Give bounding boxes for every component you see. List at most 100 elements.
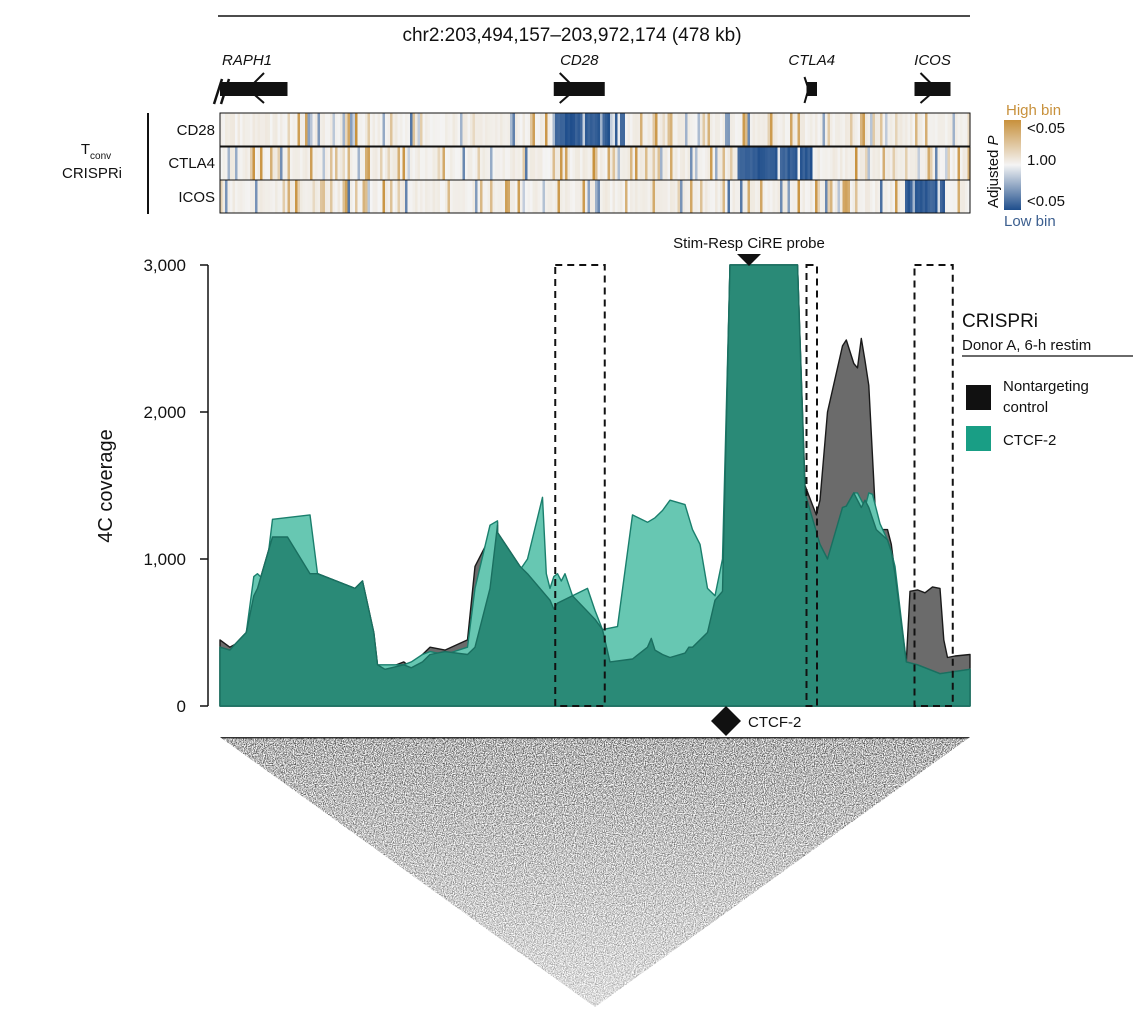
heatmap-cell [567,180,571,213]
heatmap-cell [492,147,496,180]
heatmap-cell [860,113,864,146]
heatmap-cell [532,113,536,146]
heatmap-cell [575,113,579,146]
heatmap-cell [762,147,766,180]
heatmap-cell [282,113,286,146]
heatmap-cell [942,147,946,180]
heatmap-cell [275,113,279,146]
heatmap-cell [872,147,876,180]
heatmap-cell [920,113,924,146]
heatmap-cell [587,113,591,146]
heatmap-cell [690,147,694,180]
heatmap-cell [785,113,789,146]
heatmap-cell [377,147,381,180]
heatmap-cell [482,113,486,146]
heatmap-cell [570,147,574,180]
heatmap-cell [825,113,829,146]
heatmap-cell [550,147,554,180]
heatmap-cell [575,147,579,180]
heatmap-cell [457,180,461,213]
heatmap-cell [255,180,259,213]
y-tick-label: 2,000 [143,403,186,422]
heatmap-cell [247,180,251,213]
heatmap-cell [275,180,279,213]
heatmap-cell [882,180,886,213]
heatmap-cell [860,180,864,213]
heatmap-cell [635,147,639,180]
heatmap-cell [832,147,836,180]
heatmap-cell [850,147,854,180]
heatmap-cell [767,113,771,146]
heatmap-cell [235,113,239,146]
heatmap-cell [257,180,261,213]
heatmap-cell [497,113,501,146]
heatmap-cell [590,180,594,213]
heatmap-cell [802,147,806,180]
heatmap-cell [522,180,526,213]
heatmap-cell [397,113,401,146]
heatmap-cell [327,147,331,180]
heatmap-cell [840,147,844,180]
heatmap-cell [442,113,446,146]
heatmap-cell [380,147,384,180]
heatmap-cell [520,113,524,146]
heatmap-cell [830,113,834,146]
heatmap-cell [420,113,424,146]
heatmap-cell [827,180,831,213]
heatmap-cell [505,147,509,180]
gene-label-icos: ICOS [914,52,951,69]
heatmap-cell [300,180,304,213]
heatmap-cell [295,180,299,213]
heatmap-cell [390,147,394,180]
heatmap-cell [662,113,666,146]
heatmap-cell [345,113,349,146]
colorbar-tick-top: <0.05 [1027,120,1065,137]
heatmap-cell [472,113,476,146]
heatmap-cell [745,180,749,213]
heatmap-cell [550,113,554,146]
heatmap-cell [380,180,384,213]
heatmap-cell [512,180,516,213]
heatmap-cell [367,180,371,213]
heatmap-cell [665,147,669,180]
gene-label-cd28: CD28 [560,52,599,69]
heatmap-cell [350,113,354,146]
highlight-box-2 [805,264,818,707]
heatmap-cell [742,180,746,213]
heatmap-cell [680,113,684,146]
heatmap-cell [917,180,921,213]
heatmap-cell [550,180,554,213]
heatmap-cell [670,180,674,213]
heatmap-cell [257,113,261,146]
heatmap-cell [540,147,544,180]
heatmap-cell [667,180,671,213]
heatmap-cell [695,113,699,146]
heatmap-cell [377,180,381,213]
heatmap-cell [957,180,961,213]
heatmap-cell [327,113,331,146]
heatmap-cell [492,180,496,213]
heatmap-cell [430,113,434,146]
heatmap-cell [795,180,799,213]
heatmap-cell [665,113,669,146]
heatmap-cell [597,113,601,146]
heatmap-cell [607,147,611,180]
heatmap-cell [330,180,334,213]
heatmap-cell [610,180,614,213]
heatmap-cell [655,180,659,213]
heatmap-cell [405,113,409,146]
heatmap-cell [497,180,501,213]
gene-strand-arrow-cd28 [559,72,578,104]
heatmap-cell [512,147,516,180]
heatmap-cell [727,147,731,180]
heatmap-cell [912,147,916,180]
heatmap-cell [965,180,969,213]
heatmap-cell [312,113,316,146]
heatmap-cell [295,113,299,146]
legend-label-nontargeting-2: control [1003,399,1048,416]
gene-track: RAPH1 CD28 CTLA4 ICOS [220,52,951,104]
heatmap-cell [302,113,306,146]
heatmap-cell [572,180,576,213]
heatmap-cell [385,113,389,146]
heatmap-cell [517,147,521,180]
